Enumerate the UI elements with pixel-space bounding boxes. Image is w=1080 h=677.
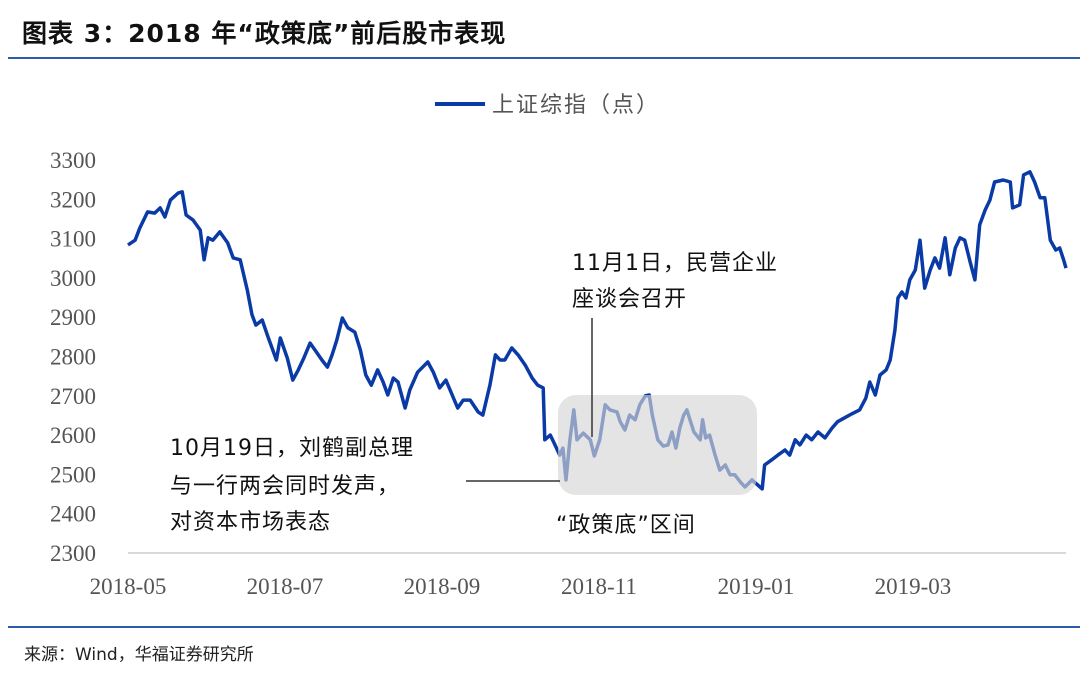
x-tick-label: 2019-01 — [718, 574, 795, 599]
annotation-nov1-line1: 11月1日，民营企业 — [572, 251, 778, 276]
x-tick-label: 2018-05 — [90, 574, 167, 599]
y-tick-label: 2600 — [50, 423, 96, 448]
y-tick-label: 2500 — [50, 462, 96, 487]
annotation-oct19-line3: 对资本市场表态 — [170, 510, 331, 535]
y-tick-label: 3000 — [50, 266, 96, 291]
legend: 上证综指（点） — [435, 93, 660, 118]
x-tick-label: 2018-11 — [561, 574, 637, 599]
policy-bottom-highlight — [558, 395, 757, 495]
annotation-oct19-line2: 与一行两会同时发声， — [170, 474, 400, 499]
annotation-nov1-line2: 座谈会召开 — [572, 287, 687, 312]
y-axis-ticks: 2300 2400 2500 2600 2700 2800 2900 3000 3100 3200… — [50, 148, 96, 566]
x-tick-label: 2018-09 — [404, 574, 481, 599]
footer-rule — [8, 626, 1080, 628]
y-tick-label: 2700 — [50, 384, 96, 409]
y-tick-label: 3300 — [50, 148, 96, 173]
figure-title: 图表 3：2018 年“政策底”前后股市表现 — [22, 19, 507, 48]
highlight-label: “政策底”区间 — [556, 513, 696, 538]
y-tick-label: 2300 — [50, 541, 96, 566]
source-note: 来源：Wind，华福证券研究所 — [24, 645, 254, 665]
title-rule — [8, 57, 1080, 59]
x-tick-label: 2018-07 — [247, 574, 324, 599]
y-tick-label: 3200 — [50, 187, 96, 212]
y-tick-label: 2800 — [50, 345, 96, 370]
y-tick-label: 3100 — [50, 227, 96, 252]
x-tick-label: 2019-03 — [875, 574, 952, 599]
annotation-oct19-line1: 10月19日，刘鹤副总理 — [170, 436, 414, 461]
legend-label: 上证综指（点） — [492, 93, 660, 118]
x-axis-ticks: 2018-05 2018-07 2018-09 2018-11 2019-01 2019-… — [90, 574, 952, 599]
y-tick-label: 2900 — [50, 305, 96, 330]
y-tick-label: 2400 — [50, 502, 96, 527]
